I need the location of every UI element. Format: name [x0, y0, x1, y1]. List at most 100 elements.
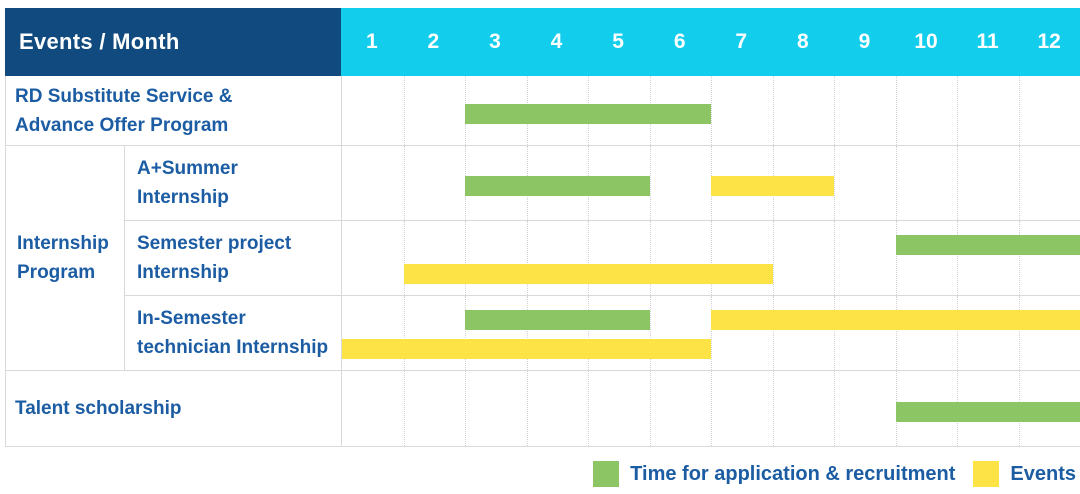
month-gridline	[526, 371, 528, 446]
gantt-bar-application	[465, 310, 650, 330]
group-label-line: Program	[17, 262, 96, 283]
month-header-cell: 6	[673, 30, 686, 53]
month-gridline	[403, 296, 405, 370]
month-gridline	[711, 221, 712, 295]
gantt-lane-in-semester-technician	[342, 296, 1080, 370]
month-header-cell: 8	[796, 30, 809, 53]
month-gridline	[403, 371, 405, 446]
month-gridline	[834, 76, 835, 145]
events-month-header-label: Events / Month	[19, 29, 180, 54]
month-gridline	[588, 221, 589, 295]
gantt-lane-talent-scholarship	[342, 371, 1080, 446]
table-row: In-Semester technician Internship	[125, 295, 1080, 370]
month-gridline	[465, 371, 466, 446]
month-header-row: 1 2 3 4 5 6 7 8 9 10 11 12	[341, 8, 1080, 76]
month-gridline	[403, 221, 405, 295]
month-gridline	[588, 296, 589, 370]
month-gridline	[772, 221, 774, 295]
legend: Time for application & recruitment Event…	[593, 461, 1076, 487]
month-gridline	[1018, 221, 1020, 295]
legend-item-application: Time for application & recruitment	[593, 461, 955, 487]
month-gridline	[834, 146, 835, 220]
gantt-bar-application	[895, 401, 1080, 422]
month-gridline	[1018, 76, 1020, 145]
table-body: RD Substitute Service & Advance Offer Pr…	[5, 76, 1080, 447]
month-gridline	[895, 76, 897, 145]
month-gridline	[649, 371, 651, 446]
row-label-rd-substitute: RD Substitute Service & Advance Offer Pr…	[6, 76, 342, 145]
gantt-bar-application	[895, 235, 1080, 255]
month-gridline	[834, 296, 835, 370]
month-header-cell: 9	[858, 30, 871, 53]
month-gridline	[711, 76, 712, 145]
month-header-cell: 1	[365, 30, 378, 53]
legend-item-events: Events	[973, 461, 1076, 487]
row-label-a-plus-summer: A+Summer Internship	[125, 146, 342, 220]
internship-program-group-row: Internship Program A+Summer Internship S…	[6, 145, 1080, 370]
table-row: RD Substitute Service & Advance Offer Pr…	[6, 76, 1080, 145]
gantt-bar-application	[465, 176, 650, 196]
internship-program-subrows: A+Summer Internship Semester project Int…	[125, 146, 1080, 370]
month-gridline	[895, 221, 897, 295]
group-label-line: Internship	[17, 233, 109, 254]
row-label-line: RD Substitute Service &	[15, 85, 233, 107]
row-label-line: A+Summer	[137, 158, 238, 179]
events-color-swatch	[973, 461, 1000, 487]
gantt-bar-event	[403, 264, 773, 284]
month-gridline	[649, 146, 651, 220]
month-gridline	[772, 371, 774, 446]
month-gridline	[526, 296, 528, 370]
legend-label-events: Events	[1010, 462, 1076, 485]
application-color-swatch	[593, 461, 620, 487]
row-label-talent-scholarship: Talent scholarship	[6, 371, 342, 446]
month-gridline	[588, 371, 589, 446]
gantt-table: Events / Month 1 2 3 4 5 6 7 8 9 10 11 12 RD Substi…	[5, 8, 1080, 447]
row-label-line: Talent scholarship	[15, 398, 182, 419]
row-label-line: In-Semester	[137, 308, 246, 329]
row-label-in-semester-technician: In-Semester technician Internship	[125, 296, 342, 370]
month-gridline	[711, 371, 712, 446]
row-label-line: Advance Offer Program	[15, 114, 229, 136]
month-header-cell: 12	[1037, 30, 1061, 53]
month-header-cell: 5	[612, 30, 624, 53]
month-gridline	[895, 146, 897, 220]
gantt-bar-event	[711, 310, 1080, 330]
row-label-line: technician Internship	[137, 337, 329, 358]
month-header-cell: 2	[427, 30, 440, 53]
gantt-bar-application	[465, 103, 711, 124]
month-gridline	[957, 76, 958, 145]
table-row: Talent scholarship	[6, 370, 1080, 446]
month-header-cell: 11	[976, 30, 999, 53]
month-gridline	[957, 296, 958, 370]
month-gridline	[1018, 146, 1020, 220]
gantt-lane-rd-substitute	[342, 76, 1080, 145]
gantt-bar-event	[711, 176, 834, 196]
month-gridline	[834, 371, 835, 446]
month-gridline	[465, 221, 466, 295]
month-header-cell: 7	[735, 30, 748, 53]
month-gridline	[649, 296, 651, 370]
events-month-header-cell: Events / Month	[5, 8, 341, 76]
month-header-cell: 3	[489, 30, 501, 53]
group-label-internship-program: Internship Program	[6, 146, 125, 370]
gantt-lane-a-plus-summer	[342, 146, 1080, 220]
month-gridline	[895, 296, 897, 370]
row-label-line: Semester project	[137, 233, 292, 254]
month-gridline	[834, 221, 835, 295]
row-label-line: Internship	[137, 262, 229, 283]
month-gridline	[711, 296, 712, 370]
month-header-cell: 10	[914, 30, 938, 53]
table-row: Semester project Internship	[125, 220, 1080, 295]
table-header-row: Events / Month 1 2 3 4 5 6 7 8 9 10 11 12	[5, 8, 1080, 76]
month-gridline	[957, 146, 958, 220]
month-gridline	[649, 221, 651, 295]
month-gridline	[403, 146, 405, 220]
month-gridline	[1018, 296, 1020, 370]
legend-label-application: Time for application & recruitment	[630, 462, 956, 485]
gantt-bar-event	[342, 339, 711, 359]
table-row: A+Summer Internship	[125, 146, 1080, 220]
month-gridline	[957, 221, 958, 295]
month-gridline	[403, 76, 405, 145]
month-header-cell: 4	[550, 30, 563, 53]
